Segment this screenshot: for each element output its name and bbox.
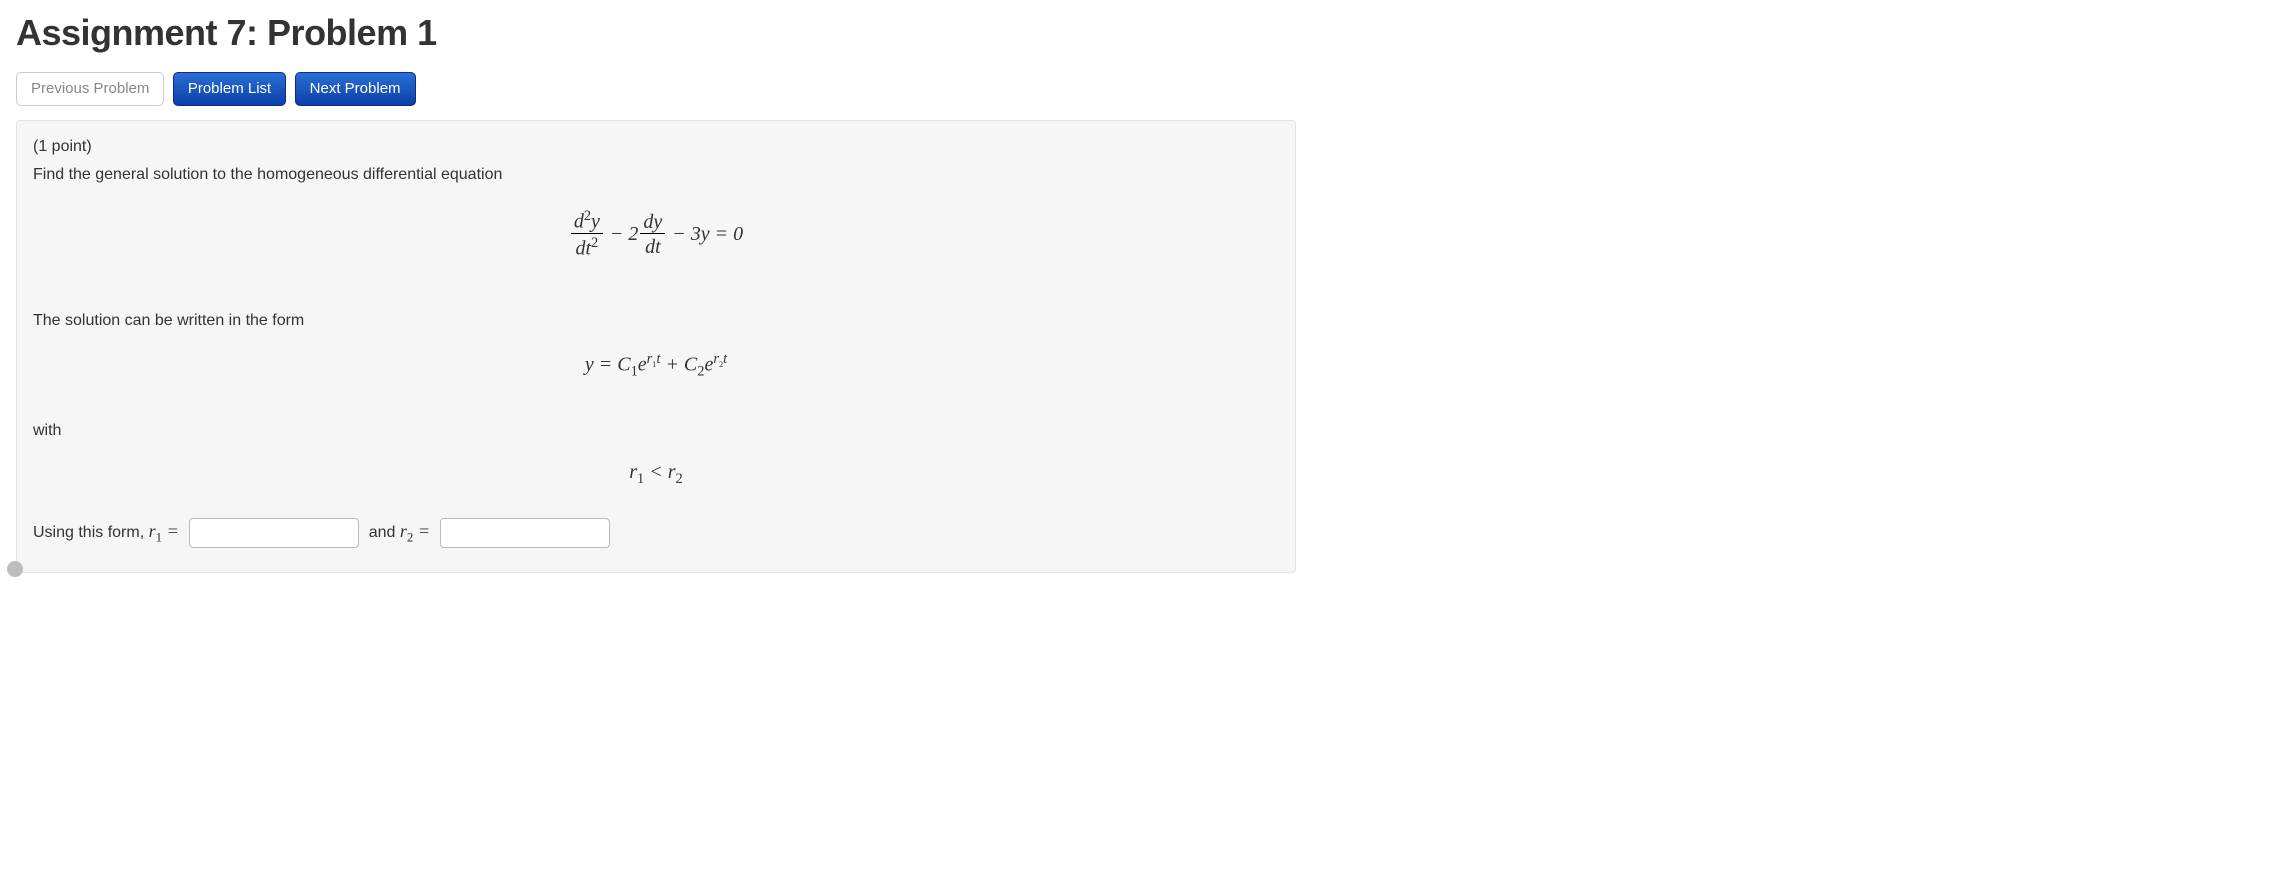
answer-and: and r2 = xyxy=(369,521,430,546)
problem-panel: (1 point) Find the general solution to t… xyxy=(16,120,1296,573)
margin-marker-icon xyxy=(7,561,23,577)
r1-input[interactable] xyxy=(189,518,359,548)
differential-equation: d2y dt2 − 2 dy dt − 3y = 0 xyxy=(33,209,1279,261)
problem-prompt: Find the general solution to the homogen… xyxy=(33,163,1279,187)
root-condition: r1 < r2 xyxy=(33,461,1279,488)
r2-input[interactable] xyxy=(440,518,610,548)
answer-row: Using this form, r1 = and r2 = xyxy=(33,518,1279,548)
with-label: with xyxy=(33,419,1279,443)
page-title: Assignment 7: Problem 1 xyxy=(16,12,2258,54)
solution-intro: The solution can be written in the form xyxy=(33,309,1279,333)
points-label: (1 point) xyxy=(33,135,1279,159)
answer-lead: Using this form, r1 = xyxy=(33,521,179,546)
solution-form: y = C1er1t + C2er2t xyxy=(33,351,1279,381)
previous-problem-button[interactable]: Previous Problem xyxy=(16,72,164,106)
next-problem-button[interactable]: Next Problem xyxy=(295,72,416,106)
nav-buttons: Previous Problem Problem List Next Probl… xyxy=(16,72,2258,106)
problem-list-button[interactable]: Problem List xyxy=(173,72,286,106)
